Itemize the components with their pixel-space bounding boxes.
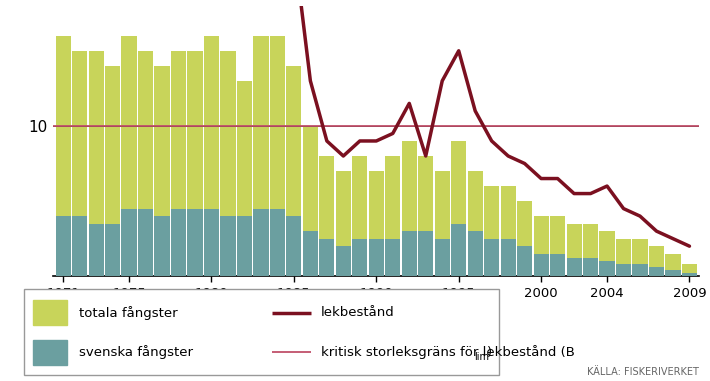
Bar xyxy=(270,209,285,276)
Text: kritisk storleksgräns för lekbestånd (B: kritisk storleksgräns för lekbestånd (B xyxy=(321,345,574,359)
Text: ): ) xyxy=(487,346,492,359)
Bar xyxy=(352,156,367,276)
Bar xyxy=(171,51,186,276)
Bar xyxy=(599,231,615,276)
Bar xyxy=(286,216,302,276)
Text: lekbestånd: lekbestånd xyxy=(321,306,394,319)
Bar xyxy=(550,216,565,276)
Bar xyxy=(583,224,598,276)
Bar xyxy=(105,224,120,276)
Text: lim: lim xyxy=(474,352,489,362)
Bar xyxy=(517,201,532,276)
FancyBboxPatch shape xyxy=(23,290,499,375)
Bar xyxy=(386,156,400,276)
Bar xyxy=(320,239,334,276)
Bar xyxy=(105,66,120,276)
Bar xyxy=(187,209,202,276)
Bar xyxy=(72,216,87,276)
Bar xyxy=(155,216,170,276)
Bar xyxy=(138,209,153,276)
Bar xyxy=(517,246,532,276)
Bar xyxy=(550,254,565,276)
Bar xyxy=(682,273,697,276)
Bar xyxy=(368,239,384,276)
Bar xyxy=(435,239,450,276)
Bar xyxy=(616,264,631,276)
Bar xyxy=(533,254,549,276)
Text: KÄLLA: FISKERIVERKET: KÄLLA: FISKERIVERKET xyxy=(587,367,699,377)
Bar xyxy=(567,224,581,276)
Bar xyxy=(55,216,71,276)
Bar xyxy=(220,51,236,276)
Bar xyxy=(72,51,87,276)
Bar xyxy=(468,231,483,276)
Bar xyxy=(682,264,697,276)
Bar xyxy=(386,239,400,276)
Bar xyxy=(418,231,433,276)
Bar xyxy=(435,171,450,276)
Bar xyxy=(418,156,433,276)
Bar xyxy=(501,239,515,276)
Bar xyxy=(220,216,236,276)
Bar xyxy=(533,216,549,276)
Bar xyxy=(402,231,417,276)
Bar xyxy=(89,51,104,276)
Bar xyxy=(55,36,71,276)
Text: totala fångster: totala fångster xyxy=(80,306,178,320)
Bar xyxy=(484,186,499,276)
Bar xyxy=(649,267,664,276)
Text: svenska fångster: svenska fångster xyxy=(80,345,193,359)
Bar xyxy=(633,264,648,276)
Bar xyxy=(633,239,648,276)
Bar xyxy=(649,246,664,276)
Bar xyxy=(665,270,681,276)
Bar xyxy=(336,246,351,276)
Bar xyxy=(204,209,219,276)
Bar xyxy=(121,209,136,276)
Bar xyxy=(616,239,631,276)
Bar xyxy=(402,141,417,276)
Bar xyxy=(253,36,268,276)
Bar xyxy=(451,141,466,276)
Bar xyxy=(302,126,318,276)
Bar xyxy=(286,66,302,276)
Bar xyxy=(204,36,219,276)
Bar xyxy=(33,300,67,325)
Bar xyxy=(33,339,67,365)
Bar xyxy=(665,254,681,276)
Bar xyxy=(352,239,367,276)
Bar xyxy=(320,156,334,276)
Bar xyxy=(501,186,515,276)
Bar xyxy=(237,81,252,276)
Bar xyxy=(155,66,170,276)
Bar xyxy=(270,36,285,276)
Bar xyxy=(302,231,318,276)
Bar xyxy=(121,36,136,276)
Bar xyxy=(583,258,598,276)
Bar xyxy=(253,209,268,276)
Bar xyxy=(567,258,581,276)
Bar xyxy=(171,209,186,276)
Bar xyxy=(368,171,384,276)
Bar xyxy=(187,51,202,276)
Bar xyxy=(451,224,466,276)
Bar xyxy=(468,171,483,276)
Bar xyxy=(237,216,252,276)
Bar xyxy=(484,239,499,276)
Bar xyxy=(138,51,153,276)
Bar xyxy=(89,224,104,276)
Bar xyxy=(336,171,351,276)
Bar xyxy=(599,261,615,276)
